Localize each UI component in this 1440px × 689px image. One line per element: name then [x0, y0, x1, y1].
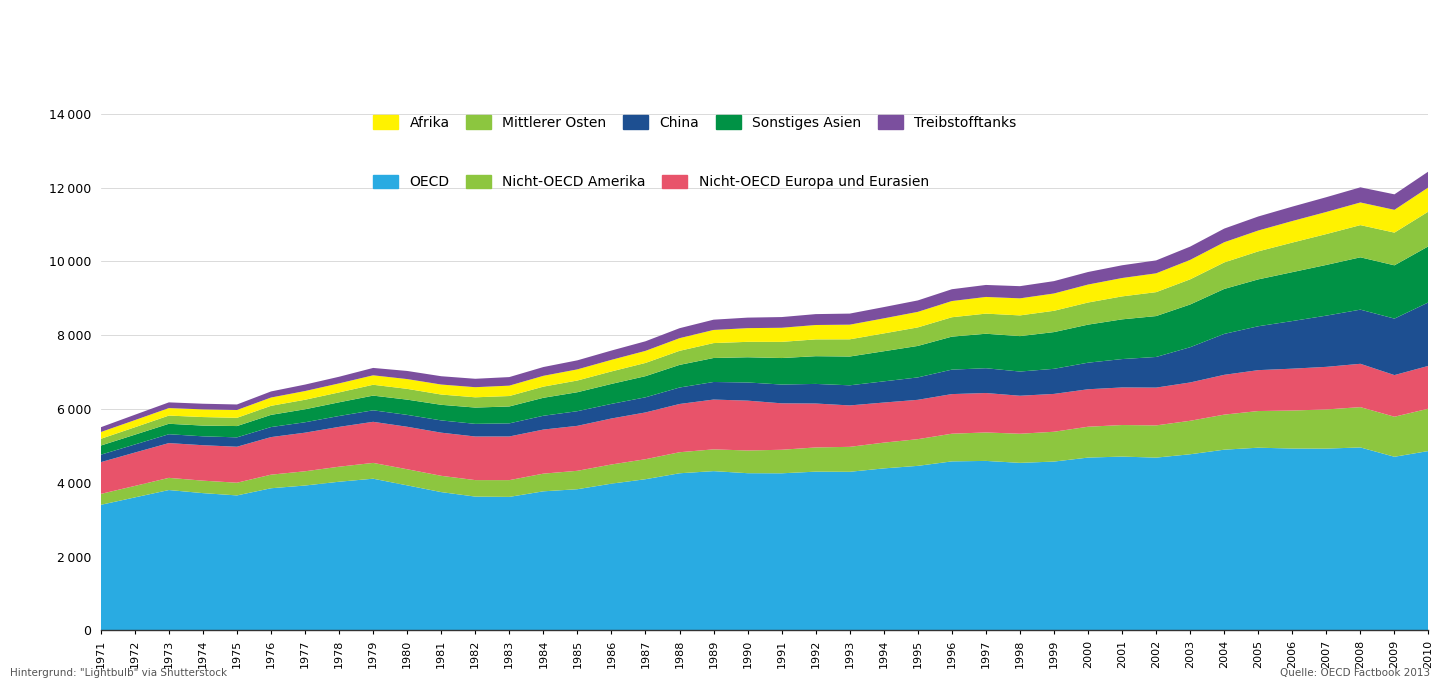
Text: Quelle: OECD Factbook 2013: Quelle: OECD Factbook 2013 [1280, 668, 1430, 679]
Text: Regionales Gesamtprimärenergieaufkommen (Importe, Erzeugung, Bestand), in Millio: Regionales Gesamtprimärenergieaufkommen … [69, 80, 906, 95]
Legend: OECD, Nicht-OECD Amerika, Nicht-OECD Europa und Eurasien: OECD, Nicht-OECD Amerika, Nicht-OECD Eur… [373, 175, 929, 189]
Text: Hintergrund: "Lightbulb" via Shutterstock: Hintergrund: "Lightbulb" via Shutterstoc… [10, 668, 228, 679]
Text: Mehr Energie: Mehr Energie [69, 11, 361, 49]
Text: )): )) [12, 10, 52, 54]
